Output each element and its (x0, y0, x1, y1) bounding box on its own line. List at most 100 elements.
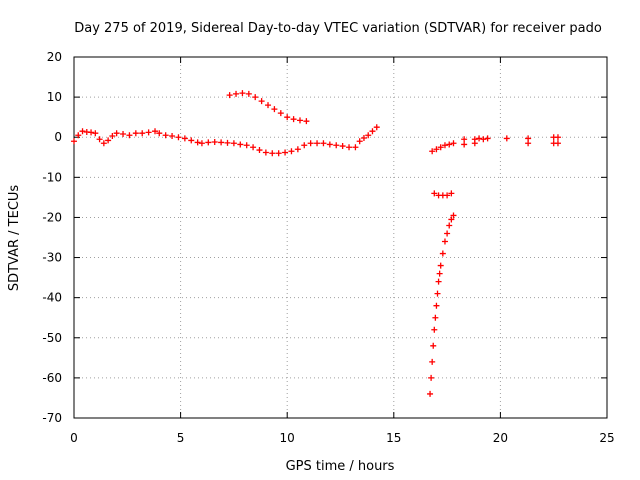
y-tick-labels: -70 -60 -50 -40 -30 -20 -10 0 10 20 (42, 50, 62, 425)
data-point (436, 270, 443, 277)
data-point (211, 139, 218, 146)
data-point (433, 146, 440, 153)
data-point (226, 92, 233, 99)
data-point (294, 146, 301, 153)
data-point (435, 278, 442, 285)
data-point (198, 140, 205, 147)
y-tick-label: 0 (54, 130, 62, 144)
data-point (96, 136, 103, 143)
data-point (365, 132, 372, 139)
grid-lines (74, 57, 607, 418)
x-tick-label: 0 (70, 431, 78, 445)
x-tick-labels: 0 5 10 15 20 25 (70, 431, 614, 445)
y-tick-label: 20 (47, 50, 62, 64)
data-point (444, 192, 451, 199)
data-point (233, 90, 240, 97)
data-point (484, 135, 491, 142)
data-point (239, 90, 246, 97)
data-point (448, 190, 455, 197)
data-point (346, 144, 353, 151)
data-point (339, 143, 346, 150)
data-point (320, 140, 327, 147)
data-point (258, 98, 265, 105)
data-point (113, 130, 120, 137)
data-point (71, 138, 77, 145)
plot-frame (73, 56, 608, 419)
data-point (282, 149, 289, 156)
data-point (431, 190, 438, 197)
y-tick-label: -60 (42, 371, 62, 385)
data-point (218, 139, 225, 146)
data-point (461, 136, 468, 143)
data-point (156, 130, 163, 137)
data-point (132, 130, 139, 137)
data-point (245, 90, 252, 97)
y-tick-label: -70 (42, 411, 62, 425)
data-point (433, 302, 440, 309)
data-point (352, 144, 359, 151)
data-point (288, 148, 295, 155)
y-tick-label: -40 (42, 291, 62, 305)
data-point (252, 94, 259, 101)
data-point (429, 358, 436, 365)
data-point (169, 133, 176, 140)
data-point (109, 133, 116, 140)
data-point (525, 140, 532, 147)
axis-ticks (73, 56, 608, 419)
data-point (476, 135, 483, 142)
data-point (471, 140, 478, 147)
data-point (139, 130, 146, 137)
data-point (428, 374, 435, 381)
data-point (480, 136, 487, 143)
data-point (430, 342, 437, 349)
y-tick-label: -20 (42, 210, 62, 224)
data-point (284, 114, 291, 121)
data-point (205, 139, 212, 146)
data-point (369, 128, 376, 135)
x-tick-label: 25 (599, 431, 614, 445)
x-tick-label: 15 (386, 431, 401, 445)
data-point (275, 150, 282, 157)
data-point (439, 250, 446, 257)
data-point (373, 124, 380, 131)
data-point (262, 149, 269, 156)
data-point (554, 134, 561, 141)
data-point (126, 132, 133, 139)
chart-title: Day 275 of 2019, Sidereal Day-to-day VTE… (74, 21, 602, 36)
y-tick-label: -30 (42, 251, 62, 265)
data-point (194, 139, 201, 146)
data-point (269, 150, 276, 157)
data-point (92, 130, 99, 137)
data-point (256, 147, 263, 154)
data-point (175, 134, 182, 141)
data-point (427, 390, 434, 397)
data-point (431, 326, 438, 333)
x-axis-label: GPS time / hours (286, 459, 395, 474)
data-point (145, 129, 152, 136)
data-point (360, 135, 367, 142)
data-point (88, 129, 95, 136)
data-point (333, 142, 340, 149)
data-point (441, 238, 448, 245)
data-point (461, 141, 468, 148)
x-tick-label: 20 (493, 431, 508, 445)
data-point (271, 106, 278, 113)
data-point (230, 140, 237, 147)
data-point (120, 131, 127, 138)
data-point (181, 135, 188, 142)
data-point (434, 290, 441, 297)
data-point (277, 110, 284, 117)
data-point (444, 230, 451, 237)
x-tick-label: 10 (280, 431, 295, 445)
data-point (224, 139, 231, 146)
data-point (450, 212, 457, 219)
data-point (326, 141, 333, 148)
data-point (162, 132, 169, 139)
data-point (265, 102, 272, 109)
data-point (237, 141, 244, 148)
data-point (356, 138, 363, 145)
data-point (290, 116, 297, 123)
data-point (303, 118, 310, 125)
data-point (446, 222, 453, 229)
data-point (429, 148, 436, 155)
